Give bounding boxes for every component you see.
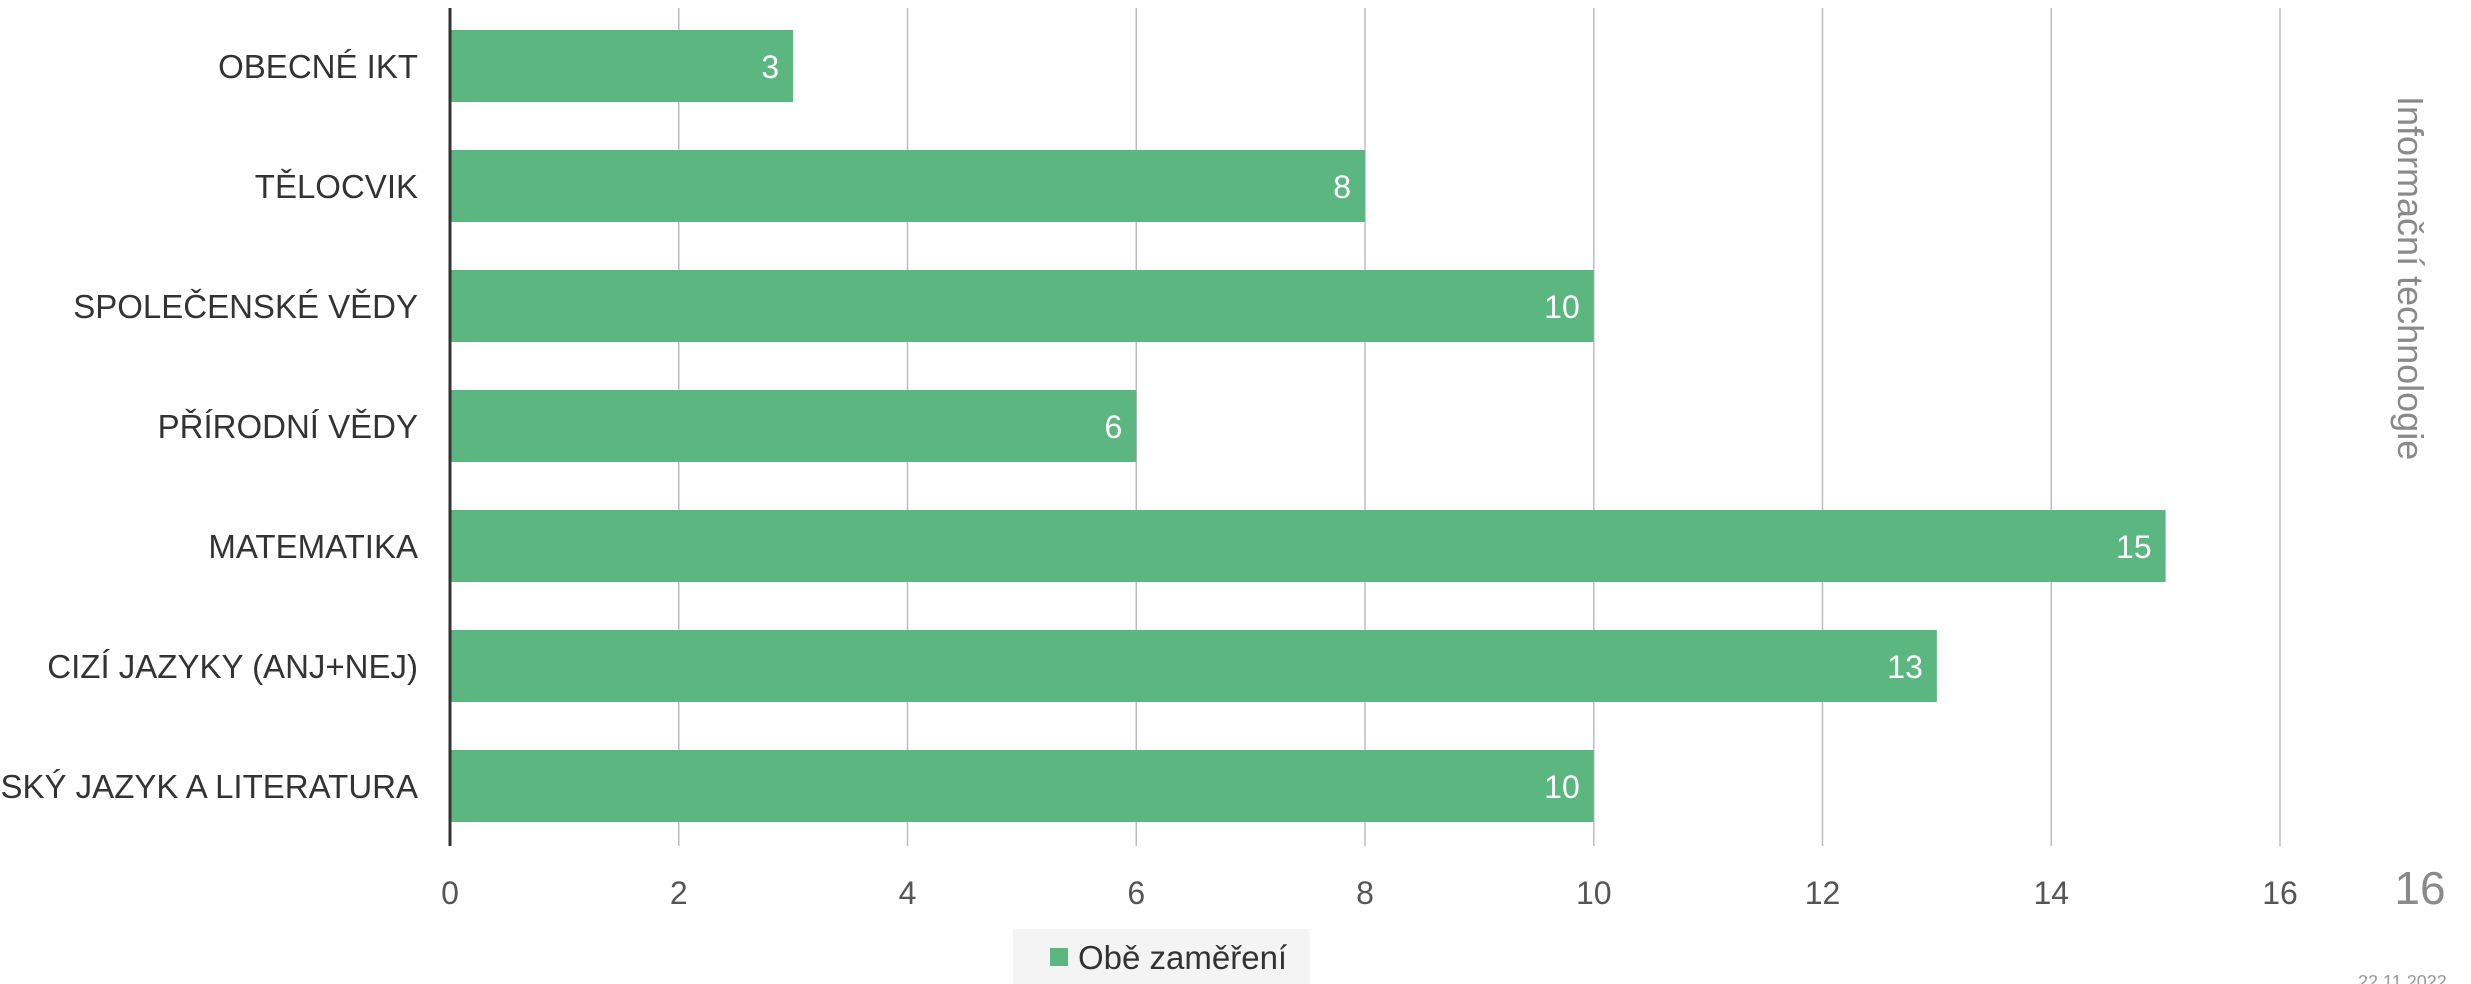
category-label: PŘÍRODNÍ VĚDY — [158, 408, 418, 445]
bar — [450, 270, 1594, 342]
category-label: TĚLOCVIK — [255, 168, 418, 205]
page-number: 16 — [2394, 862, 2445, 914]
data-label: 6 — [1104, 409, 1122, 445]
data-label: 3 — [761, 49, 779, 85]
bar — [450, 630, 1937, 702]
category-label: MATEMATIKA — [208, 528, 418, 565]
x-tick-label: 2 — [670, 875, 688, 911]
date-text: 22.11.2022 — [2358, 972, 2447, 984]
x-tick-label: 10 — [1576, 875, 1612, 911]
legend-label: Obě zaměření — [1078, 939, 1287, 976]
category-label: ČESKÝ JAZYK A LITERATURA — [0, 768, 418, 805]
legend: Obě zaměření — [1013, 929, 1310, 984]
bar — [450, 30, 794, 102]
bar — [450, 150, 1365, 222]
data-label: 8 — [1333, 169, 1351, 205]
legend-swatch — [1050, 948, 1068, 966]
x-tick-labels: 0 2 4 6 8 10 12 14 16 — [441, 875, 2298, 911]
x-tick-label: 12 — [1805, 875, 1841, 911]
bars — [450, 30, 2166, 822]
category-label: SPOLEČENSKÉ VĚDY — [73, 288, 418, 325]
x-tick-label: 8 — [1356, 875, 1374, 911]
data-label: 10 — [1544, 289, 1580, 325]
side-title: Informační technologie — [2390, 96, 2431, 460]
x-tick-label: 6 — [1127, 875, 1145, 911]
data-label: 13 — [1887, 649, 1923, 685]
bar — [450, 390, 1137, 462]
x-tick-label: 0 — [441, 875, 459, 911]
x-tick-label: 4 — [899, 875, 917, 911]
x-tick-label: 14 — [2033, 875, 2069, 911]
data-label: 10 — [1544, 769, 1580, 805]
x-tick-label: 16 — [2262, 875, 2298, 911]
bar — [450, 510, 2166, 582]
data-label: 15 — [2116, 529, 2152, 565]
category-label: CIZÍ JAZYKY (ANJ+NEJ) — [47, 648, 418, 685]
data-labels: 3 8 10 6 15 13 10 — [761, 49, 2151, 805]
category-label: OBECNÉ IKT — [218, 48, 418, 85]
category-labels: OBECNÉ IKT TĚLOCVIK SPOLEČENSKÉ VĚDY PŘÍROD… — [0, 48, 418, 805]
bar — [450, 750, 1594, 822]
